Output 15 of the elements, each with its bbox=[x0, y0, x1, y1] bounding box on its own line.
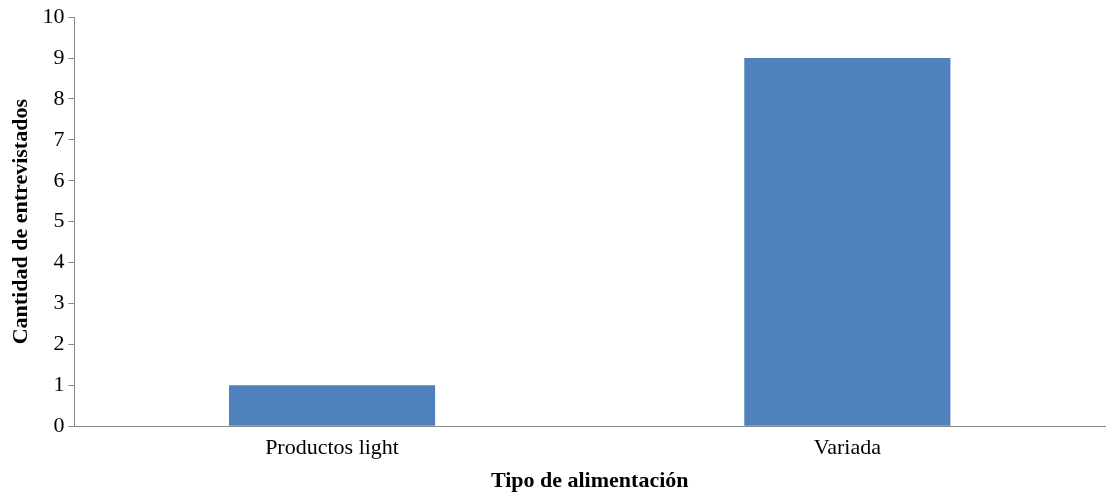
x-tick-label: Productos light bbox=[265, 434, 399, 460]
y-tick-label: 7 bbox=[53, 125, 65, 151]
y-tick-label: 5 bbox=[53, 207, 65, 233]
x-tick-label: Variada bbox=[813, 434, 882, 460]
y-tick-label: 4 bbox=[53, 248, 65, 274]
x-axis-title: Tipo de alimentación bbox=[490, 467, 689, 493]
y-tick-label: 6 bbox=[53, 166, 65, 192]
y-tick-label: 8 bbox=[53, 84, 65, 110]
y-tick-label: 2 bbox=[53, 330, 65, 356]
y-tick-label: 10 bbox=[42, 2, 65, 28]
y-axis-title: Cantidad de entrevistados bbox=[6, 98, 32, 345]
y-tick-label: 1 bbox=[53, 371, 65, 397]
y-tick-label: 3 bbox=[53, 289, 65, 315]
y-tick-label: 9 bbox=[53, 43, 65, 69]
y-tick-label: 0 bbox=[53, 411, 65, 437]
